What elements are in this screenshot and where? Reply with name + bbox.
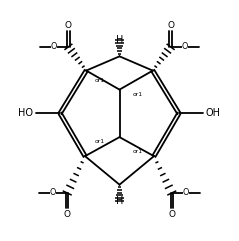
Text: OH: OH	[206, 108, 221, 118]
Text: or1: or1	[95, 139, 105, 144]
Text: O: O	[167, 21, 174, 30]
Text: O: O	[183, 188, 189, 197]
Text: O: O	[168, 210, 175, 219]
Text: HO: HO	[18, 108, 33, 118]
Text: O: O	[65, 21, 72, 30]
Text: O: O	[64, 210, 71, 219]
Text: O: O	[50, 188, 56, 197]
Text: or1: or1	[132, 92, 142, 97]
Text: O: O	[182, 42, 188, 51]
Text: O: O	[51, 42, 57, 51]
Text: H: H	[116, 35, 123, 45]
Text: H: H	[116, 196, 123, 206]
Text: or1: or1	[133, 149, 143, 154]
Text: or1: or1	[94, 78, 104, 83]
